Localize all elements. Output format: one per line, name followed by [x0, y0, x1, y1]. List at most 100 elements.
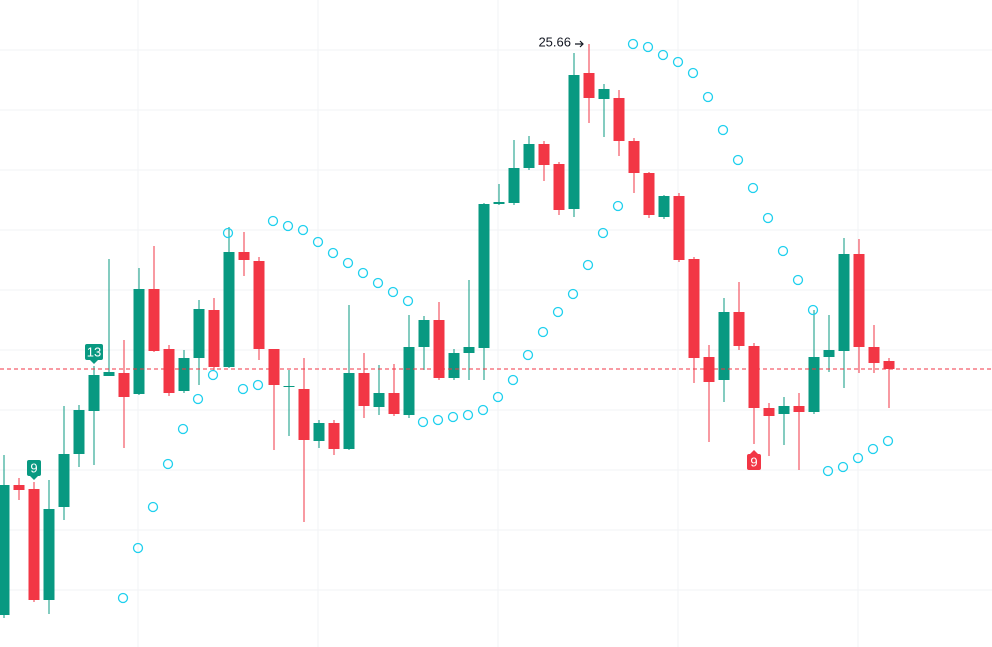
- marker-box: [27, 460, 41, 476]
- candle-body: [793, 406, 805, 412]
- candle-body: [553, 164, 565, 210]
- candle-body: [493, 202, 505, 204]
- candle-body: [343, 373, 355, 449]
- marker-box: [85, 344, 103, 360]
- candle-body: [268, 349, 280, 385]
- sequence-marker: 13: [85, 344, 103, 364]
- sar-dot: [267, 215, 279, 227]
- candle-body: [223, 252, 235, 367]
- candle-body: [508, 168, 520, 203]
- candle-body: [388, 393, 400, 414]
- candle-body: [163, 349, 175, 393]
- candle-body: [133, 289, 145, 394]
- candle-body: [628, 141, 640, 173]
- candle-body: [538, 144, 550, 165]
- sar-dot: [582, 259, 594, 271]
- sar-dot: [117, 592, 129, 604]
- sar-dot: [492, 391, 504, 403]
- candle-body: [523, 144, 535, 168]
- sar-dot: [657, 49, 669, 61]
- candle-body: [208, 310, 220, 367]
- sar-dot: [627, 38, 639, 50]
- sar-dot: [147, 501, 159, 513]
- candle-body: [193, 309, 205, 358]
- candle-body: [373, 393, 385, 407]
- sar-dot: [297, 224, 309, 236]
- candle-body: [403, 347, 415, 415]
- sar-dot: [327, 247, 339, 259]
- candle-body: [778, 406, 790, 414]
- marker-pointer: [750, 450, 758, 454]
- sequence-marker: 9: [747, 450, 761, 470]
- candle-body: [613, 98, 625, 141]
- marker-pointer: [90, 360, 98, 364]
- candle-body: [823, 350, 835, 357]
- candle-body: [433, 320, 445, 378]
- sar-dot: [612, 200, 624, 212]
- sar-dot: [702, 91, 714, 103]
- sar-dot: [522, 349, 534, 361]
- candle-body: [763, 408, 775, 416]
- candle-body: [0, 485, 10, 615]
- sar-dot: [717, 124, 729, 136]
- candle-body: [673, 196, 685, 260]
- sar-dot: [312, 236, 324, 248]
- candle-body: [118, 373, 130, 397]
- candle-body: [313, 423, 325, 441]
- sar-dot: [732, 154, 744, 166]
- candle-body: [748, 346, 760, 408]
- sar-dot: [162, 458, 174, 470]
- sar-dot: [237, 383, 249, 395]
- candle-body: [598, 89, 610, 99]
- candle-body: [883, 361, 895, 369]
- sar-dot: [432, 414, 444, 426]
- candle-body: [298, 389, 310, 440]
- sar-dot: [747, 182, 759, 194]
- candle-body: [643, 173, 655, 215]
- sar-dot: [837, 461, 849, 473]
- sar-dot: [777, 245, 789, 257]
- candle-body: [328, 423, 340, 449]
- candle-body: [13, 485, 25, 490]
- candle-body: [838, 254, 850, 351]
- candle-body: [178, 358, 190, 391]
- sar-dot: [372, 277, 384, 289]
- candle-body: [43, 509, 55, 600]
- sar-dot: [192, 393, 204, 405]
- sar-dot: [672, 56, 684, 68]
- sar-dot: [807, 304, 819, 316]
- candle-body: [808, 357, 820, 412]
- candle-body: [868, 347, 880, 363]
- candle-body: [103, 372, 115, 376]
- sar-dot: [477, 404, 489, 416]
- sar-dot: [642, 41, 654, 53]
- sar-dot: [252, 379, 264, 391]
- candle-body: [418, 320, 430, 347]
- high-arrow: [575, 40, 584, 48]
- sar-dot: [132, 542, 144, 554]
- sar-dot: [537, 326, 549, 338]
- sar-dot: [567, 288, 579, 300]
- candle-body: [718, 312, 730, 380]
- sar-dot: [507, 374, 519, 386]
- sar-dot: [282, 220, 294, 232]
- candle-body: [568, 75, 580, 209]
- marker-label: 9: [30, 460, 37, 475]
- sar-dot: [552, 306, 564, 318]
- sar-dot: [597, 227, 609, 239]
- sar-dot: [402, 295, 414, 307]
- sar-dot: [207, 369, 219, 381]
- candle-body: [148, 289, 160, 351]
- sar-dot: [447, 411, 459, 423]
- sar-dot: [417, 416, 429, 428]
- candle-body: [88, 375, 100, 411]
- high-label: 25.66: [538, 34, 571, 49]
- sar-dot: [387, 286, 399, 298]
- sar-dot: [342, 257, 354, 269]
- candle-body: [28, 489, 40, 600]
- candle-body: [658, 196, 670, 217]
- sar-dot: [882, 435, 894, 447]
- candle-body: [283, 386, 295, 387]
- candle-body: [853, 254, 865, 347]
